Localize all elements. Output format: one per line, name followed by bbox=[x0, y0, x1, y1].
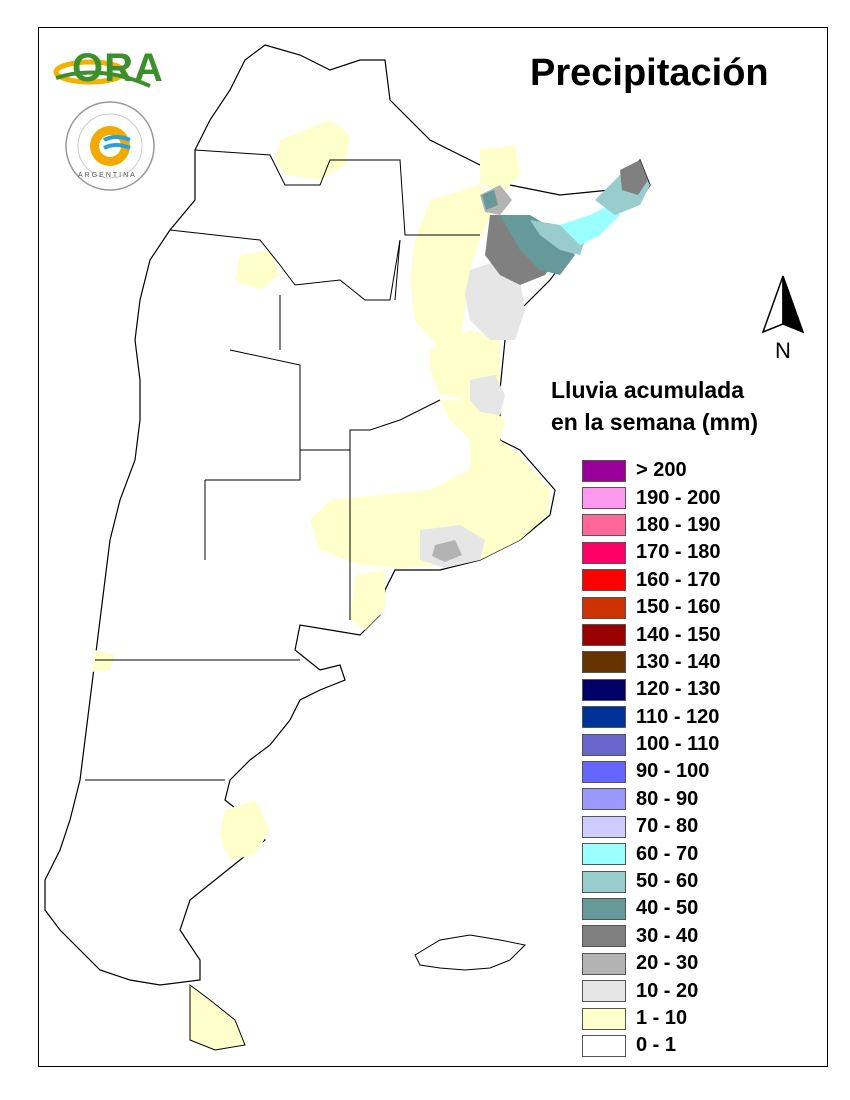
legend-label: 100 - 110 bbox=[636, 733, 720, 756]
legend-swatch bbox=[582, 843, 626, 866]
legend-swatch bbox=[582, 706, 626, 729]
legend-item: 40 - 50 bbox=[582, 895, 812, 922]
legend-item: 160 - 170 bbox=[582, 567, 812, 594]
legend-label: 140 - 150 bbox=[636, 623, 721, 646]
legend-label: 70 - 80 bbox=[636, 815, 699, 838]
precipitation-fills bbox=[92, 120, 650, 860]
legend-item: 80 - 90 bbox=[582, 786, 812, 813]
legend-item: 30 - 40 bbox=[582, 923, 812, 950]
legend-label: 170 - 180 bbox=[636, 541, 721, 564]
legend-item: 150 - 160 bbox=[582, 594, 812, 621]
legend-swatch bbox=[582, 651, 626, 674]
ora-logo-text: ORA bbox=[72, 46, 164, 90]
legend-label: 160 - 170 bbox=[636, 568, 721, 591]
legend-swatch bbox=[582, 980, 626, 1003]
legend-swatch bbox=[582, 596, 626, 619]
legend-swatch bbox=[582, 870, 626, 893]
legend-label: 120 - 130 bbox=[636, 678, 721, 701]
legend-label: 80 - 90 bbox=[636, 787, 699, 810]
legend-swatch bbox=[582, 487, 626, 510]
legend: > 200 190 - 200 180 - 190 170 - 180 160 - 17… bbox=[582, 457, 812, 1060]
legend-item: 70 - 80 bbox=[582, 813, 812, 840]
legend-label: 10 - 20 bbox=[636, 979, 699, 1002]
legend-label: 0 - 1 bbox=[636, 1034, 677, 1057]
north-arrow-icon bbox=[758, 272, 808, 367]
legend-item: 170 - 180 bbox=[582, 539, 812, 566]
legend-label: > 200 bbox=[636, 459, 687, 482]
legend-label: 20 - 30 bbox=[636, 952, 699, 975]
legend-item: 10 - 20 bbox=[582, 977, 812, 1004]
legend-label: 180 - 190 bbox=[636, 513, 721, 536]
legend-label: 190 - 200 bbox=[636, 486, 721, 509]
legend-item: 0 - 1 bbox=[582, 1032, 812, 1059]
legend-label: 30 - 40 bbox=[636, 924, 699, 947]
legend-swatch bbox=[582, 760, 626, 783]
legend-title-line1: Lluvia acumulada bbox=[551, 377, 745, 403]
map-title: Precipitación bbox=[530, 52, 769, 94]
legend-item: 1 - 10 bbox=[582, 1005, 812, 1032]
legend-label: 1 - 10 bbox=[636, 1007, 688, 1029]
legend-item: 90 - 100 bbox=[582, 758, 812, 785]
tierra-del-fuego bbox=[189, 984, 246, 1051]
legend-label: 40 - 50 bbox=[636, 897, 699, 920]
legend-swatch bbox=[582, 733, 626, 756]
legend-label: 90 - 100 bbox=[636, 760, 710, 783]
legend-label: 60 - 70 bbox=[636, 842, 699, 865]
ora-logo bbox=[50, 44, 162, 94]
legend-swatch bbox=[582, 897, 626, 920]
legend-swatch bbox=[582, 1007, 626, 1030]
legend-item: 190 - 200 bbox=[582, 484, 812, 511]
legend-label: 130 - 140 bbox=[636, 650, 721, 673]
legend-item: > 200 bbox=[582, 457, 812, 484]
legend-swatch bbox=[582, 514, 626, 537]
legend-item: 20 - 30 bbox=[582, 950, 812, 977]
legend-swatch bbox=[582, 788, 626, 811]
legend-swatch bbox=[582, 952, 626, 975]
legend-title-line2: en la semana (mm) bbox=[551, 409, 759, 435]
legend-swatch bbox=[582, 925, 626, 948]
legend-item: 140 - 150 bbox=[582, 621, 812, 648]
legend-swatch bbox=[582, 678, 626, 701]
legend-label: 150 - 160 bbox=[636, 596, 721, 619]
legend-item: 60 - 70 bbox=[582, 840, 812, 867]
legend-label: 50 - 60 bbox=[636, 870, 699, 893]
legend-swatch bbox=[582, 541, 626, 564]
legend-swatch bbox=[582, 569, 626, 592]
legend-item: 180 - 190 bbox=[582, 512, 812, 539]
legend-label: 110 - 120 bbox=[636, 705, 720, 728]
province-boundaries bbox=[85, 149, 480, 781]
smn-logo bbox=[64, 100, 156, 192]
legend-swatch bbox=[582, 815, 626, 838]
legend-item: 50 - 60 bbox=[582, 868, 812, 895]
legend-item: 120 - 130 bbox=[582, 676, 812, 703]
legend-title: Lluvia acumulada en la semana (mm) bbox=[551, 374, 758, 438]
north-label: N bbox=[775, 338, 791, 363]
legend-swatch bbox=[582, 1034, 626, 1057]
legend-item: 100 - 110 bbox=[582, 731, 812, 758]
malvinas-islands bbox=[414, 934, 527, 971]
smn-logo-text: ARGENTINA bbox=[78, 172, 137, 179]
legend-swatch bbox=[582, 624, 626, 647]
legend-item: 130 - 140 bbox=[582, 649, 812, 676]
legend-item: 110 - 120 bbox=[582, 704, 812, 731]
legend-swatch bbox=[582, 459, 626, 482]
